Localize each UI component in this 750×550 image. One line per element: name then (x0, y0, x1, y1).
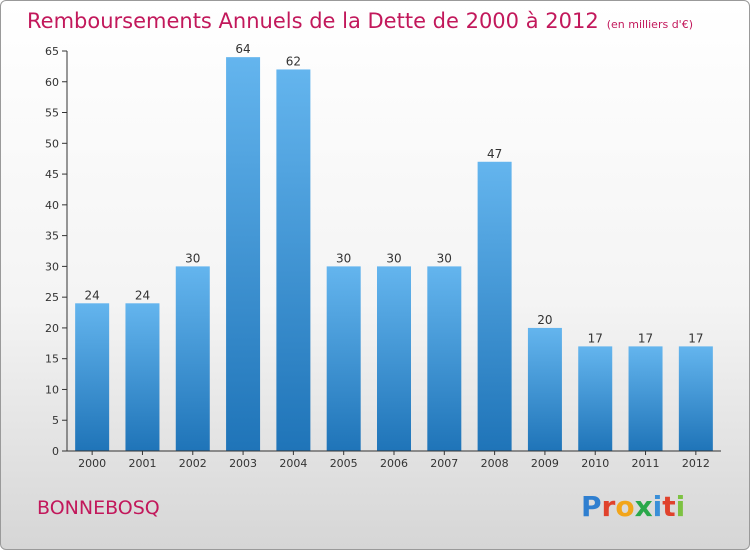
y-tick-label: 60 (45, 76, 59, 89)
bar-2004 (276, 69, 311, 451)
bar-2000 (75, 303, 110, 451)
y-axis: 0 5 10 15 20 25 30 35 40 45 50 55 60 65 (45, 45, 68, 458)
bar-value-label: 20 (537, 313, 552, 327)
bar-2011 (628, 346, 663, 451)
x-tick-label: 2006 (380, 457, 408, 470)
chart-title: Remboursements Annuels de la Dette de 20… (27, 9, 693, 33)
bar-2012 (678, 346, 713, 451)
y-tick-label: 25 (45, 291, 59, 304)
logo-letter: r (601, 490, 616, 523)
bar-2006 (377, 266, 411, 451)
bar-2008 (477, 161, 512, 451)
y-tick-label: 65 (45, 45, 59, 58)
bars: 24 24 30 64 62 30 30 30 47 20 17 17 17 (75, 42, 713, 452)
x-axis: 2000 2001 2002 2003 2004 2005 2006 2007 2008 2009… (67, 450, 721, 470)
x-tick-label: 2004 (279, 457, 307, 470)
x-tick-label: 2007 (430, 457, 458, 470)
x-tick-label: 2002 (179, 457, 207, 470)
logo-letter: P (581, 490, 602, 523)
y-tick-label: 10 (45, 383, 59, 396)
logo-letter: i (675, 490, 686, 523)
logo-letter: o (615, 490, 635, 523)
y-tick-label: 35 (45, 230, 59, 243)
bar-value-label: 24 (135, 288, 150, 302)
chart-unit: (en milliers d'€) (606, 18, 693, 31)
y-tick-label: 45 (45, 168, 59, 181)
y-tick-label: 20 (45, 322, 59, 335)
bar-value-label: 30 (386, 251, 401, 265)
bar-2010 (578, 346, 613, 451)
bar-value-label: 30 (185, 251, 200, 265)
bar-2001 (125, 303, 160, 451)
chart-title-text: Remboursements Annuels de la Dette de 20… (27, 9, 599, 33)
bar-value-label: 17 (688, 331, 703, 345)
x-tick-label: 2012 (682, 457, 710, 470)
bar-value-label: 17 (638, 331, 653, 345)
bar-value-label: 47 (487, 147, 502, 161)
bar-value-label: 64 (235, 42, 250, 56)
bar-2002 (175, 266, 210, 451)
bar-2007 (427, 266, 462, 451)
x-tick-label: 2010 (581, 457, 609, 470)
logo-letter: x (634, 490, 653, 523)
bar-value-label: 17 (588, 331, 603, 345)
logo-letter: i (652, 490, 663, 523)
y-tick-label: 5 (52, 414, 59, 427)
bar-2003 (226, 57, 261, 452)
x-tick-label: 2001 (128, 457, 156, 470)
x-tick-label: 2011 (632, 457, 660, 470)
y-tick-label: 0 (52, 445, 59, 458)
bar-value-label: 30 (437, 251, 452, 265)
logo-letter: t (662, 490, 676, 523)
bar-value-label: 30 (336, 251, 351, 265)
x-tick-label: 2009 (531, 457, 559, 470)
y-tick-label: 15 (45, 353, 59, 366)
y-tick-label: 40 (45, 199, 59, 212)
y-tick-label: 30 (45, 260, 59, 273)
commune-name: BONNEBOSQ (37, 497, 160, 519)
x-tick-label: 2000 (78, 457, 106, 470)
x-tick-label: 2003 (229, 457, 257, 470)
bar-2009 (527, 327, 562, 451)
x-tick-label: 2008 (481, 457, 509, 470)
proxiti-logo: Proxiti (581, 490, 685, 523)
bar-value-label: 24 (85, 288, 100, 302)
x-tick-label: 2005 (330, 457, 358, 470)
y-tick-label: 50 (45, 137, 59, 150)
bar-value-label: 62 (286, 54, 301, 68)
bar-2005 (326, 266, 361, 451)
y-tick-label: 55 (45, 107, 59, 120)
